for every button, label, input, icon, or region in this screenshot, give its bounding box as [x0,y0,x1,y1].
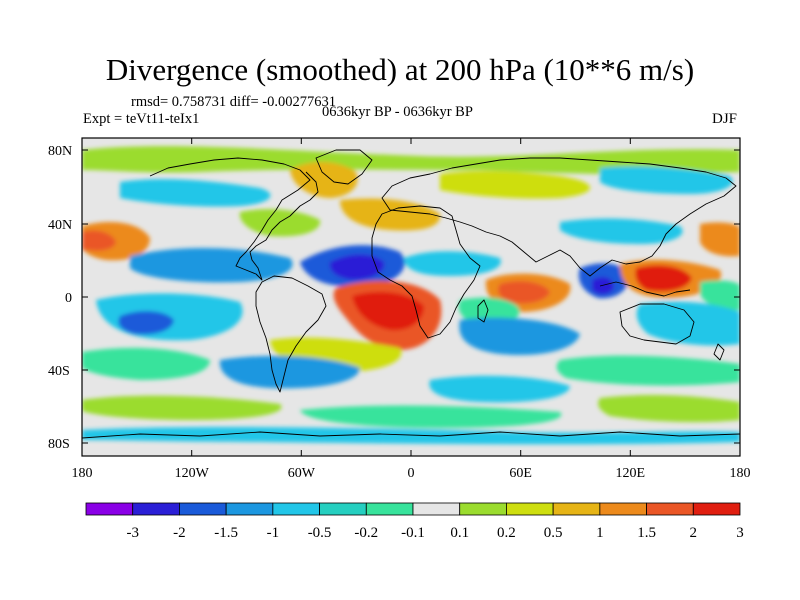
divergence-field [82,138,740,456]
lon-label-120w: 120W [175,466,210,481]
field-s-red-core [352,291,424,331]
colorbar-label: -3 [126,525,139,541]
axis-ticks [81,138,741,456]
field-s-cyan-b [459,317,580,356]
lat-label-eq: 0 [65,291,72,306]
field-t-cyan-b [404,251,501,276]
colorbar-label: -0.1 [401,525,425,541]
colorbar-label: 1.5 [637,525,656,541]
colorbar-swatch [692,502,741,516]
lon-label-60e: 60E [509,466,532,481]
colorbar-swatch [365,502,414,516]
field-n-orange-a [290,161,358,198]
colorbar-swatch [272,502,320,516]
colorbar-swatch [179,502,227,516]
coast-south-america [255,275,327,393]
lat-label-80s: 80S [48,437,70,452]
colorbar-swatch [646,502,694,516]
colorbar-swatch [599,502,647,516]
coast-madagascar [477,299,489,323]
field-e-orange-a [700,222,740,257]
lon-label-180e: 180 [730,466,751,481]
field-s-green-b [82,347,210,380]
field-s-green-d [82,395,282,420]
colorbar-label: -0.5 [308,525,332,541]
field-s-cyan-d [219,355,360,389]
field-t-red-b [635,265,692,292]
colorbar-label: -2 [173,525,186,541]
coast-north-america [149,157,319,281]
colorbar-label: -1 [267,525,280,541]
field-s-cyan-c [636,301,740,346]
coast-new-zealand [713,343,725,361]
coast-africa [371,205,481,339]
colorbar-label: 0.5 [544,525,563,541]
colorbar-swatch [552,502,601,516]
colorbar-swatch [459,502,507,516]
field-t-red-c [498,281,550,304]
colorbar-label: -1.5 [214,525,238,541]
colorbar-swatch [85,502,134,516]
field-s-cyan-f [82,426,740,445]
colorbar-label: 3 [736,525,744,541]
coast-greenland [315,149,373,185]
field-n-band-a [82,146,740,175]
colorbar-swatch [412,502,461,516]
period-label: 0636kyr BP - 0636kyr BP [322,104,473,120]
field-n-cyan-c [560,218,683,244]
colorbar-label: 0.1 [450,525,469,541]
field-t-purple-a [329,254,385,280]
experiment-label: Expt = teVt11-teIx1 [83,111,200,127]
field-w-red-a [82,230,116,251]
coast-australia [619,303,695,345]
field-t-green-a [700,280,740,311]
colorbar-label: -0.2 [354,525,378,541]
field-s-blue-a [118,311,174,335]
rmsd-diff-stats: rmsd= 0.758731 diff= -0.00277631 [131,94,336,110]
field-n-cyan-b [600,166,733,194]
field-n-green-c [239,209,321,237]
field-t-purple-b [592,277,614,295]
colorbar-label: 2 [690,525,698,541]
lon-label-0: 0 [408,466,415,481]
lat-label-80n: 80N [48,144,72,159]
plot-title: Divergence (smoothed) at 200 hPa (10**6 … [105,52,695,87]
colorbar-label: 1 [596,525,604,541]
field-n-yellow-b [440,170,590,199]
coastlines [82,149,740,439]
field-s-green-e [300,405,562,428]
colorbar-swatch [225,502,274,516]
lon-label-120e: 120E [616,466,646,481]
season-label: DJF [712,111,738,127]
field-s-green-c [556,355,740,386]
lon-label-60w: 60W [288,466,316,481]
colorbar-swatch [319,502,367,516]
lat-label-40s: 40S [48,364,70,379]
coast-antarctica [82,431,740,439]
colorbar-swatch [506,502,554,516]
colorbar-label: 0.2 [497,525,516,541]
coast-eurasia [381,157,737,277]
lat-label-40n: 40N [48,218,72,233]
lon-label-180w: 180 [72,466,93,481]
colorbar: -3 -2 -1.5 -1 -0.5 -0.2 -0.1 0.1 0.2 0.5 1 1.5 2 3 [85,502,744,541]
lon-labels: 180 120W 60W 0 60E 120E 180 [72,466,751,481]
lat-labels: 80N 40N 0 40S 80S [48,144,72,452]
field-s-cyan-e [429,375,570,403]
field-s-green-f [598,395,740,423]
field-n-cyan-a [120,179,271,207]
coast-indonesia [599,281,691,297]
field-t-cyan-a [130,247,293,283]
colorbar-swatch [132,502,180,516]
